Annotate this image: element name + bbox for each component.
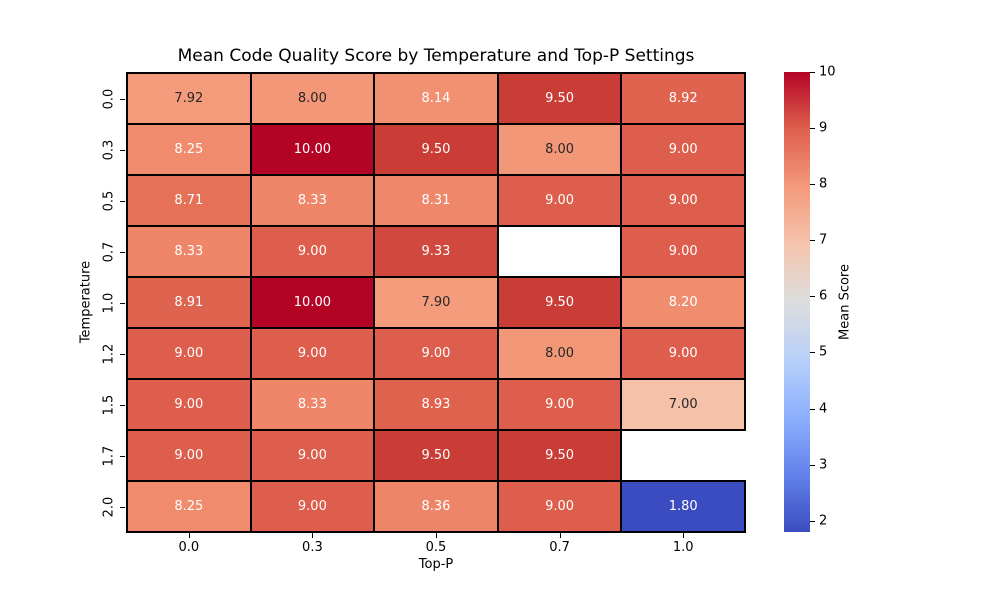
- heatmap-cell: 9.00: [496, 174, 623, 227]
- colorbar-tick-label: 4: [819, 401, 828, 417]
- heatmap-cell: 8.25: [126, 480, 252, 533]
- heatmap-cell: 8.92: [620, 72, 746, 125]
- y-tick-label: 0.5: [101, 190, 117, 211]
- heatmap-cell: 8.14: [373, 72, 499, 125]
- colorbar-tick-label: 2: [819, 513, 828, 529]
- heatmap-cell: 9.00: [126, 378, 252, 431]
- heatmap-cell: 9.00: [620, 225, 746, 278]
- y-tick-mark: [120, 506, 125, 508]
- heatmap-cell: 8.36: [373, 480, 499, 533]
- colorbar-tick-label: 10: [819, 64, 836, 80]
- heatmap-cell: 9.50: [373, 429, 499, 482]
- y-tick-mark: [120, 149, 125, 151]
- colorbar-tick-label: 3: [819, 457, 828, 473]
- heatmap-grid: 7.92 8.00 8.14 9.50 8.92 8.25 10.00 9.50 8.00 9.0…: [126, 72, 746, 533]
- heatmap-cell: 9.00: [373, 327, 499, 380]
- colorbar-label: Mean Score: [837, 264, 853, 340]
- colorbar-tick-mark: [810, 128, 815, 130]
- y-tick-label: 1.5: [101, 394, 117, 415]
- colorbar-tick-mark: [810, 464, 815, 466]
- heatmap-cell: 9.00: [620, 327, 746, 380]
- y-tick-mark: [120, 353, 125, 355]
- heatmap-cell: 8.25: [126, 123, 252, 176]
- heatmap-cell: 7.90: [373, 276, 499, 329]
- y-tick-label: 0.0: [101, 88, 117, 109]
- y-tick-mark: [120, 251, 125, 253]
- heatmap-cell: 8.00: [496, 123, 623, 176]
- heatmap-cell: 10.00: [249, 276, 376, 329]
- colorbar-tick-mark: [810, 184, 815, 186]
- heatmap-cell: 9.00: [496, 480, 623, 533]
- colorbar-tick-label: 7: [819, 232, 828, 248]
- x-tick-mark: [188, 533, 190, 538]
- heatmap-cell: 1.80: [620, 480, 746, 533]
- heatmap-cell: 9.50: [496, 72, 623, 125]
- heatmap-cell: 7.92: [126, 72, 252, 125]
- colorbar-tick-label: 6: [819, 288, 828, 304]
- heatmap-cell: 8.00: [249, 72, 376, 125]
- x-tick-mark: [683, 533, 685, 538]
- heatmap-cell: 10.00: [249, 123, 376, 176]
- heatmap-cell: 9.33: [373, 225, 499, 278]
- colorbar-tick-mark: [810, 72, 815, 73]
- heatmap-cell: 9.00: [126, 429, 252, 482]
- heatmap-cell: 8.33: [126, 225, 252, 278]
- x-tick-label: 1.0: [672, 540, 694, 555]
- colorbar-tick-mark: [810, 240, 815, 242]
- heatmap-cell: 8.33: [249, 174, 376, 227]
- heatmap-cell: 9.50: [496, 429, 623, 482]
- heatmap-cell: 8.71: [126, 174, 252, 227]
- y-tick-label: 1.2: [101, 343, 117, 364]
- x-tick-mark: [436, 533, 437, 538]
- y-tick-label: 0.7: [101, 241, 117, 262]
- heatmap-cell: 8.91: [126, 276, 252, 329]
- x-tick-mark: [312, 533, 314, 538]
- heatmap-cell: 9.00: [249, 480, 376, 533]
- chart-title: Mean Code Quality Score by Temperature a…: [177, 46, 695, 66]
- colorbar-tick-label: 5: [819, 344, 828, 360]
- colorbar-tick-mark: [810, 352, 815, 354]
- y-tick-mark: [120, 200, 125, 202]
- y-tick-label: 1.0: [101, 292, 117, 313]
- heatmap-cell: 9.00: [620, 123, 746, 176]
- y-tick-label: 1.7: [101, 445, 117, 466]
- x-axis-label: Top-P: [418, 557, 454, 572]
- heatmap-cell: 7.00: [620, 378, 746, 431]
- colorbar-tick-mark: [810, 296, 815, 298]
- y-tick-mark: [120, 302, 125, 304]
- y-tick-label: 0.3: [101, 139, 117, 160]
- heatmap-cell: 8.33: [249, 378, 376, 431]
- x-tick-label: 0.7: [549, 540, 570, 555]
- x-tick-label: 0.0: [178, 540, 200, 555]
- colorbar-tick-label: 9: [819, 120, 828, 136]
- colorbar: [784, 72, 810, 532]
- y-tick-mark: [120, 98, 125, 100]
- heatmap-cell-empty: [497, 225, 623, 278]
- x-tick-mark: [559, 533, 561, 538]
- y-tick-label: 2.0: [101, 496, 117, 517]
- heatmap-cell: 9.00: [620, 174, 746, 227]
- heatmap-cell: 8.20: [620, 276, 746, 329]
- y-tick-mark: [120, 404, 125, 406]
- heatmap-cell: 9.00: [496, 378, 623, 431]
- heatmap-cell: 8.00: [496, 327, 623, 380]
- heatmap-cell: 8.31: [373, 174, 499, 227]
- y-axis-label: Temperature: [78, 260, 94, 344]
- y-tick-mark: [120, 455, 125, 457]
- heatmap-cell: 9.00: [249, 327, 376, 380]
- x-tick-label: 0.3: [302, 540, 323, 555]
- x-tick-label: 0.5: [425, 540, 447, 555]
- heatmap-cell: 8.93: [373, 378, 499, 431]
- heatmap-cell: 9.00: [249, 429, 376, 482]
- heatmap-cell-empty: [620, 429, 746, 482]
- heatmap-cell: 9.50: [496, 276, 623, 329]
- heatmap-cell: 9.00: [126, 327, 252, 380]
- heatmap-cell: 9.00: [249, 225, 376, 278]
- colorbar-tick-mark: [810, 520, 815, 522]
- heatmap-cell: 9.50: [373, 123, 499, 176]
- colorbar-tick-label: 8: [819, 176, 828, 192]
- colorbar-tick-mark: [810, 408, 815, 410]
